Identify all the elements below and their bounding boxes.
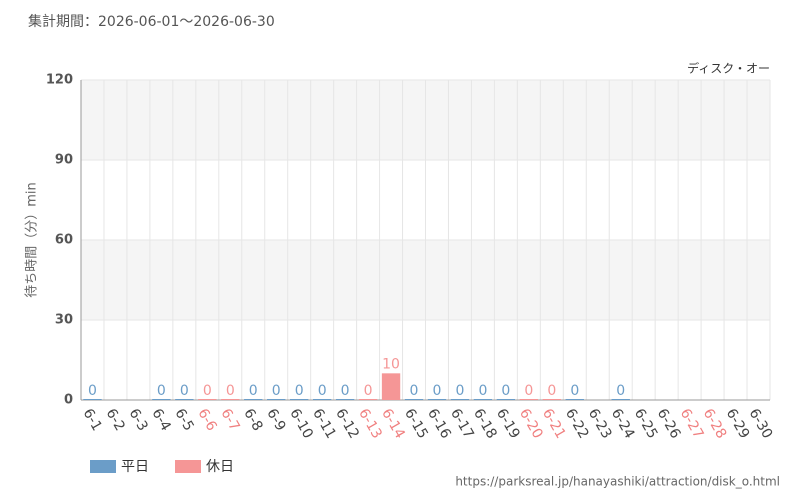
x-tick-label: 6-20 — [516, 406, 546, 442]
bar — [542, 399, 562, 400]
x-tick-label: 6-11 — [309, 406, 339, 442]
bar — [83, 399, 102, 400]
bar — [198, 399, 217, 400]
data-label: 0 — [455, 383, 464, 399]
x-tick-label: 6-1 — [80, 406, 105, 434]
data-label: 0 — [272, 383, 281, 399]
legend-swatch — [90, 460, 116, 473]
x-tick-label: 6-2 — [103, 406, 128, 434]
bar — [496, 399, 516, 400]
x-tick-label: 6-26 — [654, 406, 684, 442]
bar — [312, 399, 332, 400]
x-tick-label: 6-21 — [539, 406, 569, 442]
x-tick-label: 6-17 — [447, 406, 477, 442]
x-tick-label: 6-19 — [493, 406, 523, 442]
bar — [358, 399, 378, 400]
x-tick-label: 6-23 — [585, 406, 615, 442]
bar — [175, 399, 194, 400]
x-tick-label: 6-30 — [746, 406, 776, 442]
bar — [289, 399, 309, 400]
x-tick-label: 6-5 — [171, 406, 196, 434]
bar — [221, 399, 240, 400]
legend-label: 平日 — [121, 459, 149, 475]
bar — [152, 399, 171, 400]
x-tick-label: 6-8 — [240, 406, 265, 434]
x-tick-label: 6-27 — [677, 406, 707, 442]
data-label: 0 — [478, 383, 487, 399]
bar — [267, 399, 286, 400]
data-label: 10 — [382, 356, 400, 372]
bar — [427, 399, 447, 400]
data-label: 0 — [410, 383, 419, 399]
x-tick-label: 6-6 — [194, 406, 219, 434]
bar — [381, 373, 401, 400]
data-label: 0 — [295, 383, 304, 399]
legend-swatch — [175, 460, 201, 473]
x-tick-label: 6-14 — [378, 406, 408, 442]
data-label: 0 — [501, 383, 510, 399]
bar — [450, 399, 470, 400]
x-tick-label: 6-16 — [424, 406, 454, 442]
data-label: 0 — [524, 383, 533, 399]
y-tick-label: 0 — [64, 393, 73, 408]
data-label: 0 — [157, 383, 166, 399]
data-label: 0 — [180, 383, 189, 399]
chart-subtitle: ディスク・オー — [687, 61, 770, 76]
data-label: 0 — [341, 383, 350, 399]
bar — [404, 399, 424, 400]
x-tick-label: 6-7 — [217, 406, 242, 434]
x-tick-label: 6-15 — [401, 406, 431, 442]
x-tick-label: 6-10 — [286, 406, 316, 442]
y-tick-label: 90 — [55, 153, 73, 168]
data-label: 0 — [547, 383, 556, 399]
data-label: 0 — [226, 383, 235, 399]
data-label: 0 — [364, 383, 373, 399]
x-tick-label: 6-3 — [125, 406, 150, 434]
data-label: 0 — [318, 383, 327, 399]
x-tick-label: 6-18 — [470, 406, 500, 442]
chart-title: 集計期間：2026-06-01～2026-06-30 — [28, 13, 275, 30]
bar — [473, 399, 493, 400]
data-label: 0 — [88, 383, 97, 399]
bar — [565, 399, 584, 400]
x-tick-label: 6-28 — [700, 406, 730, 442]
data-label: 0 — [433, 383, 442, 399]
bar — [519, 399, 539, 400]
y-tick-label: 120 — [46, 73, 73, 88]
legend-label: 休日 — [206, 459, 234, 475]
bar — [611, 399, 630, 400]
bar — [335, 399, 355, 400]
bar — [244, 399, 263, 400]
x-tick-label: 6-12 — [332, 406, 362, 442]
y-tick-label: 30 — [55, 313, 73, 328]
x-tick-label: 6-13 — [355, 406, 385, 442]
data-label: 0 — [249, 383, 258, 399]
x-tick-label: 6-9 — [263, 406, 288, 434]
data-label: 0 — [616, 383, 625, 399]
data-label: 0 — [203, 383, 212, 399]
y-axis-label: 待ち時間（分）min — [25, 182, 40, 298]
x-tick-label: 6-29 — [723, 406, 753, 442]
x-tick-label: 6-25 — [631, 406, 661, 442]
x-tick-label: 6-4 — [148, 406, 173, 434]
x-tick-label: 6-22 — [562, 406, 592, 442]
source-url: https://parksreal.jp/hanayashiki/attract… — [455, 475, 780, 489]
y-tick-label: 60 — [55, 233, 73, 248]
x-tick-label: 6-24 — [608, 406, 638, 442]
data-label: 0 — [570, 383, 579, 399]
